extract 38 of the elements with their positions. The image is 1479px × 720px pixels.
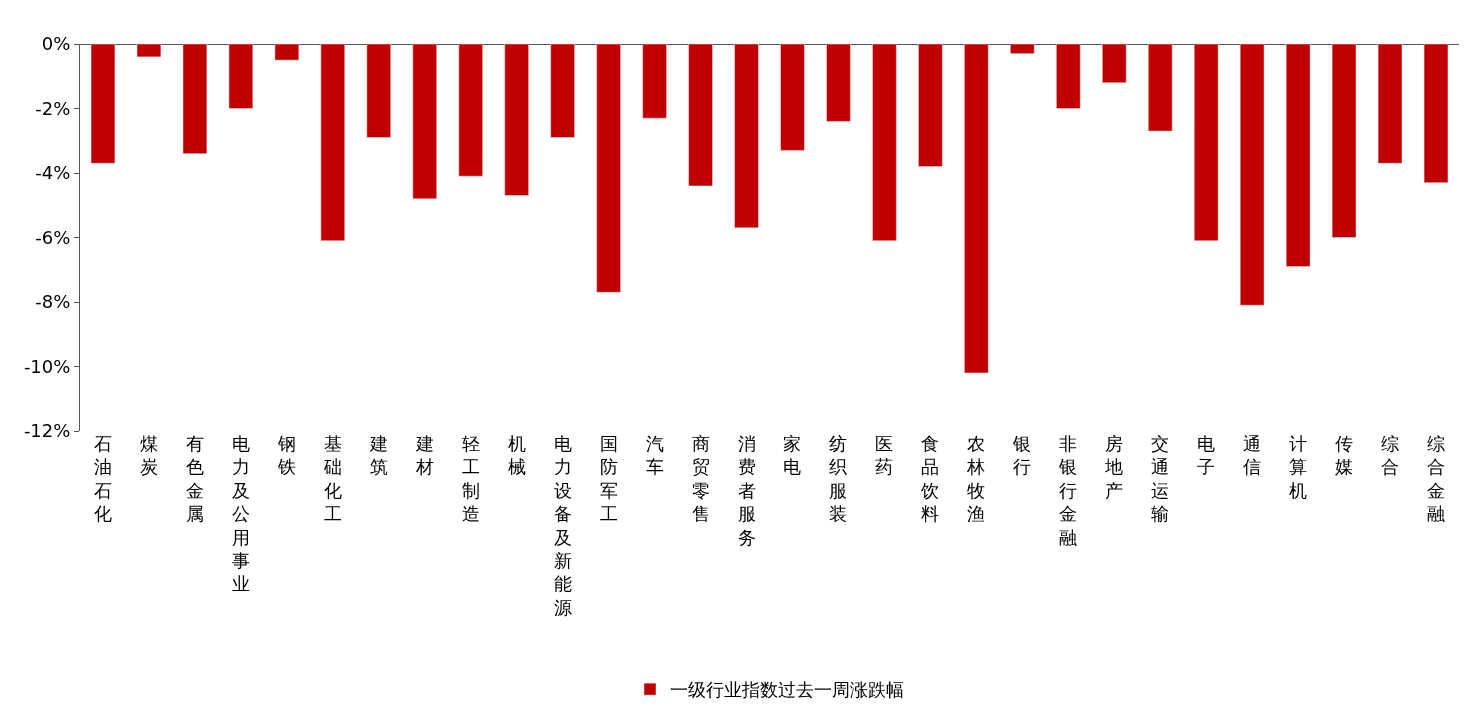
x-tick-label: 家电 bbox=[783, 433, 802, 478]
x-tick-label: 汽车 bbox=[645, 433, 664, 478]
x-tick-label: 计算机 bbox=[1289, 433, 1308, 501]
y-tick-label: -12% bbox=[23, 420, 71, 442]
y-tick-label: -4% bbox=[35, 162, 71, 184]
y-tick-label: -10% bbox=[23, 355, 71, 377]
x-tick-label: 电力及公用事业 bbox=[231, 433, 250, 595]
y-tick-label: -8% bbox=[35, 291, 71, 313]
y-tick-label: -6% bbox=[35, 226, 71, 248]
x-tick-label: 传媒 bbox=[1335, 433, 1354, 478]
x-tick-label: 银行 bbox=[1012, 433, 1032, 478]
x-tick-label: 综合 bbox=[1381, 433, 1400, 478]
x-tick-label: 综合金融 bbox=[1427, 433, 1446, 525]
x-tick-label: 食品饮料 bbox=[920, 433, 940, 525]
x-tick-label: 建材 bbox=[414, 433, 434, 478]
x-tick-label: 房地产 bbox=[1104, 433, 1124, 501]
x-tick-label: 农林牧渔 bbox=[966, 433, 986, 525]
x-tick-label: 电子 bbox=[1197, 433, 1216, 478]
x-tick-label: 煤炭 bbox=[139, 433, 158, 478]
legend-label: 一级行业指数过去一周涨跌幅 bbox=[670, 679, 904, 701]
y-tick-label: -2% bbox=[35, 97, 71, 119]
x-tick-label: 交通运输 bbox=[1151, 433, 1170, 525]
x-tick-label: 有色金属 bbox=[185, 433, 204, 525]
x-tick-label: 钢铁 bbox=[276, 433, 296, 478]
x-tick-label: 石油石化 bbox=[93, 433, 112, 525]
y-tick-label: 0% bbox=[41, 33, 71, 55]
x-tick-label: 医药 bbox=[875, 433, 894, 478]
x-tick-label: 轻工制造 bbox=[461, 433, 480, 525]
x-tick-label: 非银行金融 bbox=[1058, 433, 1078, 548]
x-tick-label: 国防军工 bbox=[599, 433, 618, 525]
x-tick-label: 建筑 bbox=[368, 433, 388, 478]
x-tick-label: 商贸零售 bbox=[691, 433, 710, 525]
x-tick-label: 电力设备及新能源 bbox=[553, 433, 572, 618]
x-tick-label: 基础化工 bbox=[322, 433, 342, 525]
x-tick-label: 消费者服务 bbox=[737, 433, 756, 548]
x-tick-label: 纺织服装 bbox=[829, 433, 848, 525]
x-tick-label: 通信 bbox=[1243, 433, 1262, 478]
x-tick-label: 机械 bbox=[507, 433, 526, 478]
